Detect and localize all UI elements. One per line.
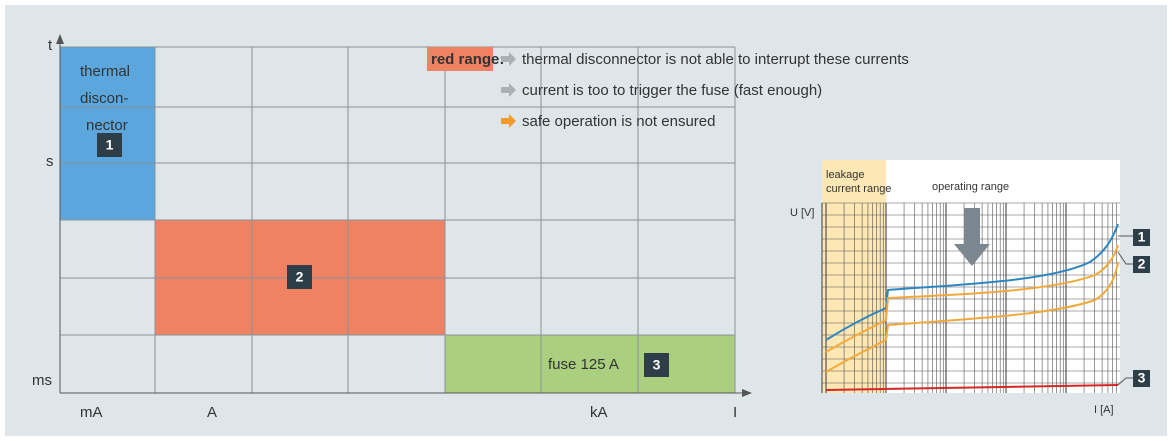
badge-text: 3: [653, 357, 661, 373]
region-text: discon-: [80, 90, 128, 107]
arrow: [501, 83, 516, 97]
badge-text: 2: [1138, 256, 1146, 272]
region-text: thermal: [80, 63, 130, 80]
inset-grid: [821, 202, 1120, 393]
inset-text: leakage: [826, 169, 865, 181]
y-arrow: [56, 34, 64, 44]
curve: [825, 244, 1119, 353]
inset-y-label: U [V]: [790, 207, 814, 219]
badge: [1133, 229, 1150, 246]
legend-item: current is too to trigger the fuse (fast…: [522, 82, 822, 99]
x-label: I: [733, 404, 737, 421]
badge-text: 1: [1138, 229, 1146, 245]
legend-title: red range:: [431, 51, 504, 68]
legend-item: thermal disconnector is not able to inte…: [522, 51, 909, 68]
legend-item: safe operation is not ensured: [522, 113, 715, 130]
y-label: t: [48, 37, 53, 54]
inset-text: operating range: [932, 181, 1009, 193]
x-tick: kA: [590, 404, 608, 421]
region-fuse: [445, 335, 735, 393]
y-tick: s: [46, 153, 54, 170]
inset-x-label: I [A]: [1094, 404, 1114, 416]
y-tick: ms: [32, 372, 52, 389]
curve: [825, 384, 1119, 391]
arrow: [501, 114, 516, 128]
badge-text: 1: [106, 137, 114, 153]
badge: [1133, 256, 1150, 273]
x-arrow: [742, 389, 752, 397]
leader: [1117, 235, 1133, 386]
badge: [97, 133, 122, 157]
legend-title-box: [427, 47, 493, 71]
badge: [644, 353, 669, 377]
curve: [825, 261, 1119, 373]
inset-text: current range: [826, 183, 891, 195]
arrow: [501, 52, 516, 66]
down-arrow: [954, 208, 990, 266]
x-tick: A: [207, 404, 217, 421]
badge: [1133, 370, 1150, 387]
x-tick: mA: [80, 404, 103, 421]
curve: [825, 223, 1119, 341]
badge-text: 3: [1138, 370, 1146, 386]
region-text: fuse 125 A: [548, 356, 619, 373]
grid: [60, 46, 736, 393]
badge: [287, 265, 312, 289]
leakage-band: [822, 160, 886, 393]
region-text: nector: [86, 117, 128, 134]
badge-text: 2: [296, 269, 304, 285]
